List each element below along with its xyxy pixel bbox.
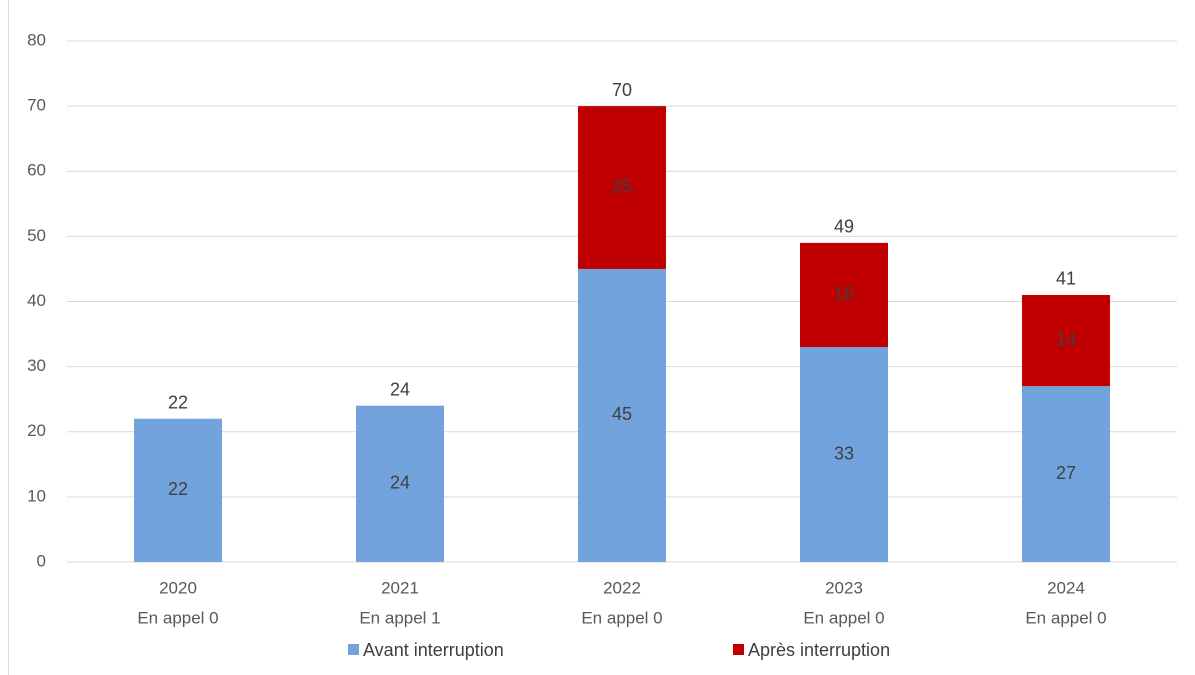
value-label: 25 bbox=[612, 176, 632, 196]
value-label: 27 bbox=[1056, 463, 1076, 483]
x-tick-label: 2022 bbox=[603, 578, 641, 597]
chart-border bbox=[8, 0, 9, 675]
y-tick-label: 40 bbox=[27, 291, 46, 310]
x-tick-label: 2021 bbox=[381, 578, 419, 597]
total-label: 49 bbox=[834, 217, 854, 237]
y-tick-label: 80 bbox=[27, 30, 46, 49]
value-label: 22 bbox=[168, 479, 188, 499]
total-label: 22 bbox=[168, 392, 188, 412]
y-tick-label: 0 bbox=[37, 551, 46, 570]
bar-segment bbox=[134, 418, 222, 562]
y-tick-label: 30 bbox=[27, 356, 46, 375]
y-tick-label: 20 bbox=[27, 421, 46, 440]
x-tick-label: 2023 bbox=[825, 578, 863, 597]
x-tick-sublabel: En appel 1 bbox=[359, 608, 440, 627]
legend-label: Avant interruption bbox=[363, 640, 504, 660]
legend-swatch bbox=[348, 644, 359, 655]
x-tick-sublabel: En appel 0 bbox=[137, 608, 218, 627]
total-label: 70 bbox=[612, 80, 632, 100]
value-label: 45 bbox=[612, 404, 632, 424]
x-tick-sublabel: En appel 0 bbox=[803, 608, 884, 627]
x-tick-label: 2020 bbox=[159, 578, 197, 597]
value-label: 16 bbox=[834, 284, 854, 304]
y-tick-label: 50 bbox=[27, 226, 46, 245]
bar-segment bbox=[1022, 386, 1110, 562]
x-tick-sublabel: En appel 0 bbox=[581, 608, 662, 627]
total-label: 41 bbox=[1056, 269, 1076, 289]
y-tick-label: 70 bbox=[27, 96, 46, 115]
bar-segment bbox=[356, 405, 444, 562]
value-label: 24 bbox=[390, 473, 410, 493]
legend-swatch bbox=[733, 644, 744, 655]
value-label: 33 bbox=[834, 443, 854, 463]
bar-segment bbox=[1022, 294, 1110, 387]
total-label: 24 bbox=[390, 379, 410, 399]
legend-label: Après interruption bbox=[748, 640, 890, 660]
bar-segment bbox=[578, 106, 666, 269]
bar-segment bbox=[578, 268, 666, 562]
bar-segment bbox=[800, 347, 888, 562]
bar-segment bbox=[800, 242, 888, 348]
y-tick-label: 10 bbox=[27, 486, 46, 505]
x-tick-sublabel: En appel 0 bbox=[1025, 608, 1106, 627]
value-label: 14 bbox=[1056, 329, 1076, 349]
y-tick-label: 60 bbox=[27, 161, 46, 180]
x-tick-label: 2024 bbox=[1047, 578, 1085, 597]
